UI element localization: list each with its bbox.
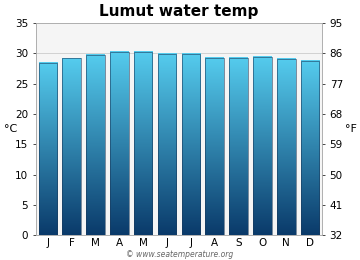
Bar xyxy=(181,54,200,235)
Bar xyxy=(86,55,105,235)
Bar xyxy=(110,51,129,235)
Y-axis label: °F: °F xyxy=(345,124,356,134)
Bar xyxy=(229,58,248,235)
Bar xyxy=(206,58,224,235)
Y-axis label: °C: °C xyxy=(4,124,17,134)
Bar xyxy=(39,62,57,235)
Bar xyxy=(134,51,153,235)
Bar xyxy=(62,58,81,235)
Bar xyxy=(301,61,319,235)
Text: © www.seatemperature.org: © www.seatemperature.org xyxy=(126,250,234,259)
Bar xyxy=(158,54,176,235)
Bar xyxy=(253,57,272,235)
Title: Lumut water temp: Lumut water temp xyxy=(99,4,258,19)
Bar xyxy=(277,59,296,235)
